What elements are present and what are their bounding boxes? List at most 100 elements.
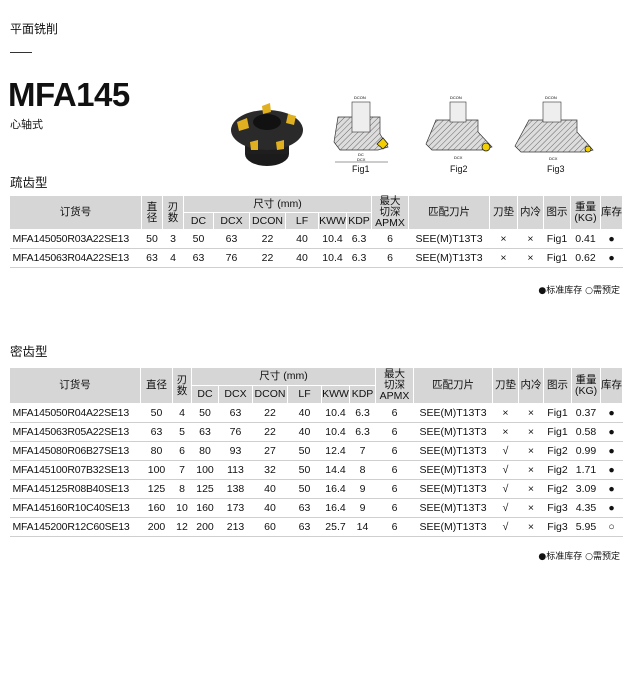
header-insert: 匹配刀片 <box>408 195 490 230</box>
cell-kdp: 9 <box>349 498 376 518</box>
cell-diameter: 80 <box>140 441 173 461</box>
cell-order-code: MFA145063R04A22SE13 <box>9 248 142 268</box>
subtitle: 心轴式 <box>10 118 43 131</box>
cell-lf: 63 <box>287 517 322 537</box>
fig1-dcx-label: DCX <box>357 157 366 162</box>
cell-weight: 5.95 <box>571 517 601 537</box>
cell-lf: 40 <box>285 248 319 268</box>
cell-weight: 0.62 <box>570 248 601 268</box>
cell-order-code: MFA145063R05A22SE13 <box>9 422 141 442</box>
header-stock: 库存 <box>600 367 623 404</box>
fig1-dcon-label: DCON <box>354 95 366 100</box>
table-row: MFA145050R04A22SE13 50 4 50 63 22 40 10.4 6.3 6 SE… <box>9 403 623 423</box>
cell-figure: Fig1 <box>543 248 571 268</box>
cell-kww: 10.4 <box>318 229 347 249</box>
cell-stock: ● <box>600 248 623 268</box>
cell-insert: SEE(M)T13T3 <box>413 403 493 423</box>
table-row: MFA145100R07B32SE13 100 7 100 113 32 50 14.4 8 6 S… <box>9 460 623 480</box>
cell-dcon: 22 <box>249 229 286 249</box>
cell-diameter: 63 <box>141 248 163 268</box>
header-kdp: KDP <box>349 385 376 404</box>
cell-figure: Fig2 <box>543 441 572 461</box>
cell-coolant: × <box>518 460 544 480</box>
cell-kdp: 9 <box>349 479 376 499</box>
cell-lf: 40 <box>287 422 322 442</box>
table-row: MFA145160R10C40SE13 160 10 160 173 40 63 16.4 9 6… <box>9 498 623 518</box>
cell-kww: 10.4 <box>318 248 347 268</box>
cell-dcon: 22 <box>252 403 288 423</box>
cell-dc: 80 <box>191 441 219 461</box>
header-kww: KWW <box>318 212 347 230</box>
cell-dcon: 40 <box>252 479 288 499</box>
cell-dcon: 32 <box>252 460 288 480</box>
cell-coolant: × <box>518 517 544 537</box>
cell-stock: ● <box>600 498 623 518</box>
cell-kdp: 6.3 <box>346 248 372 268</box>
header-lf: LF <box>287 385 322 404</box>
cell-insert: SEE(M)T13T3 <box>413 460 493 480</box>
fig2-caption: Fig2 <box>450 164 468 174</box>
cell-insert: SEE(M)T13T3 <box>413 517 493 537</box>
cell-insert: SEE(M)T13T3 <box>413 422 493 442</box>
legend-order: ○需预定 <box>585 286 620 296</box>
cell-dcx: 138 <box>218 479 253 499</box>
cell-figure: Fig2 <box>543 479 572 499</box>
dimension-drawings: DCON DC DCX DCON DCX DCON DCX <box>333 95 594 163</box>
cell-dcx: 76 <box>218 422 253 442</box>
cell-teeth: 4 <box>172 403 192 423</box>
cell-stock: ● <box>600 229 623 249</box>
cell-dcon: 22 <box>252 422 288 442</box>
cell-shim: × <box>489 248 518 268</box>
cell-stock: ● <box>600 460 623 480</box>
cell-weight: 0.37 <box>571 403 601 423</box>
cell-kdp: 6.3 <box>349 422 376 442</box>
header-weight: 重量(KG) <box>571 367 601 404</box>
header-dcon: DCON <box>249 212 286 230</box>
cell-coolant: × <box>518 479 544 499</box>
cell-order-code: MFA145100R07B32SE13 <box>9 460 141 480</box>
cell-kww: 10.4 <box>321 422 350 442</box>
cell-kdp: 6.3 <box>346 229 372 249</box>
fig1-dc-label: DC <box>358 152 364 157</box>
cell-figure: Fig1 <box>543 403 572 423</box>
cell-kww: 12.4 <box>321 441 350 461</box>
cell-order-code: MFA145050R03A22SE13 <box>9 229 142 249</box>
header-stock: 库存 <box>600 195 623 230</box>
cell-teeth: 7 <box>172 460 192 480</box>
cell-kdp: 8 <box>349 460 376 480</box>
legend: ●标准库存 ○需预定 <box>538 549 620 562</box>
divider <box>10 52 32 53</box>
fig1-caption: Fig1 <box>352 164 370 174</box>
header-figure: 图示 <box>543 195 571 230</box>
header-teeth: 刃数 <box>172 367 192 404</box>
cell-lf: 40 <box>287 403 322 423</box>
header-figure: 图示 <box>543 367 572 404</box>
cell-kww: 14.4 <box>321 460 350 480</box>
cell-stock: ● <box>600 403 623 423</box>
cell-apmx: 6 <box>375 460 414 480</box>
section-title-fine: 密齿型 <box>10 344 48 359</box>
cell-teeth: 8 <box>172 479 192 499</box>
cell-lf: 50 <box>287 441 322 461</box>
cell-dc: 50 <box>191 403 219 423</box>
section-title-coarse: 疏齿型 <box>10 175 48 190</box>
cell-dcon: 22 <box>249 248 286 268</box>
cell-stock: ● <box>600 479 623 499</box>
header-order-code: 订货号 <box>9 195 142 230</box>
cell-teeth: 6 <box>172 441 192 461</box>
cell-shim: √ <box>492 441 519 461</box>
cell-insert: SEE(M)T13T3 <box>413 479 493 499</box>
header-kdp: KDP <box>346 212 372 230</box>
cell-coolant: × <box>518 422 544 442</box>
cell-dcx: 113 <box>218 460 253 480</box>
cell-diameter: 160 <box>140 498 173 518</box>
cell-lf: 40 <box>285 229 319 249</box>
fig2-drawing: DCON DCX <box>425 95 493 160</box>
cell-insert: SEE(M)T13T3 <box>413 498 493 518</box>
header-teeth: 刃数 <box>162 195 184 230</box>
header-size: 尺寸 (mm) <box>191 367 376 386</box>
cell-dcon: 60 <box>252 517 288 537</box>
header-dc: DC <box>183 212 214 230</box>
header-shim: 刀垫 <box>492 367 519 404</box>
cell-diameter: 63 <box>140 422 173 442</box>
